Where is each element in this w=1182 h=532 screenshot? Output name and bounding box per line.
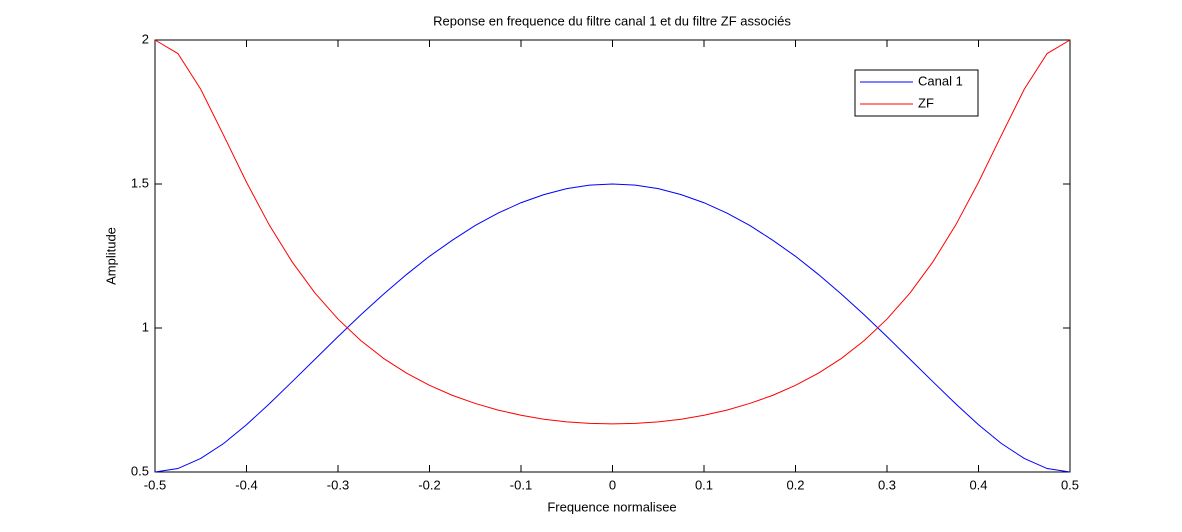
x-axis-label: Frequence normalisee [547, 499, 676, 514]
series-line [154, 183, 1071, 473]
series-line [154, 39, 1071, 425]
y-tick-label: 0.5 [131, 463, 149, 478]
y-tick-label: 1.5 [131, 175, 149, 190]
x-tick-label: 0.3 [878, 477, 896, 492]
legend-label: Canal 1 [918, 73, 963, 88]
chart-title: Reponse en frequence du filtre canal 1 e… [433, 13, 791, 28]
x-tick-label: -0.1 [510, 477, 532, 492]
y-tick-label: 2 [142, 31, 149, 46]
x-tick-label: -0.5 [144, 477, 166, 492]
legend-label: ZF [918, 95, 934, 110]
legend-box [854, 69, 979, 117]
y-axis-label: Amplitude [103, 227, 118, 285]
x-tick-label: -0.3 [327, 477, 349, 492]
x-tick-label: 0.1 [695, 477, 713, 492]
legend: Canal 1 ZF [854, 69, 979, 117]
y-tick-label: 1 [142, 319, 149, 334]
x-tick-label: 0.5 [1061, 477, 1079, 492]
x-tick-label: 0 [609, 477, 616, 492]
x-tick-label: -0.4 [235, 477, 257, 492]
x-tick-label: 0.2 [786, 477, 804, 492]
x-tick-label: 0.4 [969, 477, 987, 492]
x-tick-label: -0.2 [418, 477, 440, 492]
